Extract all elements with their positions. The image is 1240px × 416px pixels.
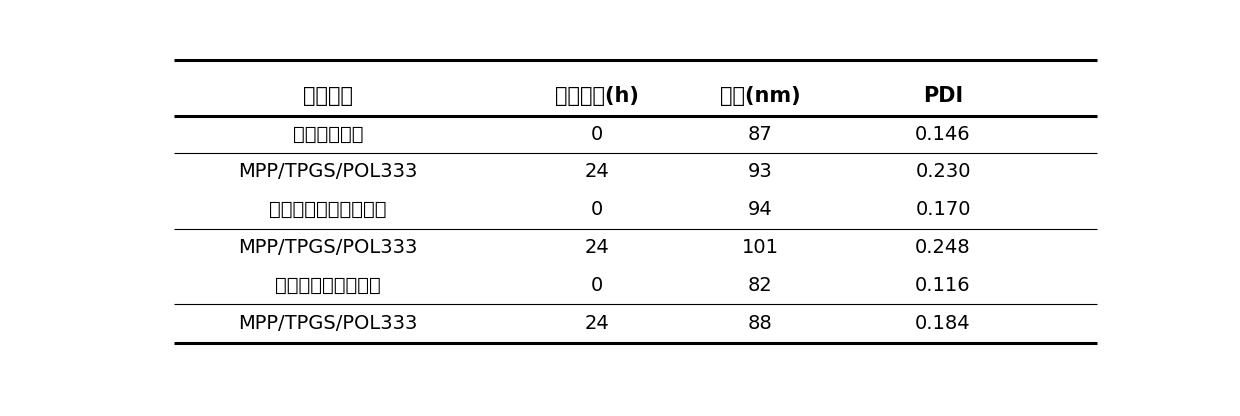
Text: 0.116: 0.116 [915, 276, 971, 295]
Text: 24: 24 [585, 238, 609, 257]
Text: 粒径(nm): 粒径(nm) [720, 87, 801, 106]
Text: 载兰索拉唑与奥曲肽的: 载兰索拉唑与奥曲肽的 [269, 200, 387, 219]
Text: MPP/TPGS/POL333: MPP/TPGS/POL333 [238, 314, 418, 333]
Text: PDI: PDI [923, 87, 963, 106]
Text: 88: 88 [748, 314, 773, 333]
Text: 载西替利嗪的: 载西替利嗪的 [293, 125, 363, 144]
Text: 93: 93 [748, 163, 773, 181]
Text: 0.184: 0.184 [915, 314, 971, 333]
Text: 放置时间(h): 放置时间(h) [556, 87, 639, 106]
Text: 82: 82 [748, 276, 773, 295]
Text: 0.248: 0.248 [915, 238, 971, 257]
Text: 0: 0 [591, 276, 603, 295]
Text: MPP/TPGS/POL333: MPP/TPGS/POL333 [238, 238, 418, 257]
Text: 0.230: 0.230 [915, 163, 971, 181]
Text: 纳米体系: 纳米体系 [303, 87, 353, 106]
Text: 0.170: 0.170 [915, 200, 971, 219]
Text: 24: 24 [585, 163, 609, 181]
Text: 载姜黄素与紫杉醇的: 载姜黄素与紫杉醇的 [275, 276, 381, 295]
Text: MPP/TPGS/POL333: MPP/TPGS/POL333 [238, 163, 418, 181]
Text: 24: 24 [585, 314, 609, 333]
Text: 0: 0 [591, 125, 603, 144]
Text: 101: 101 [742, 238, 779, 257]
Text: 94: 94 [748, 200, 773, 219]
Text: 0.146: 0.146 [915, 125, 971, 144]
Text: 0: 0 [591, 200, 603, 219]
Text: 87: 87 [748, 125, 773, 144]
